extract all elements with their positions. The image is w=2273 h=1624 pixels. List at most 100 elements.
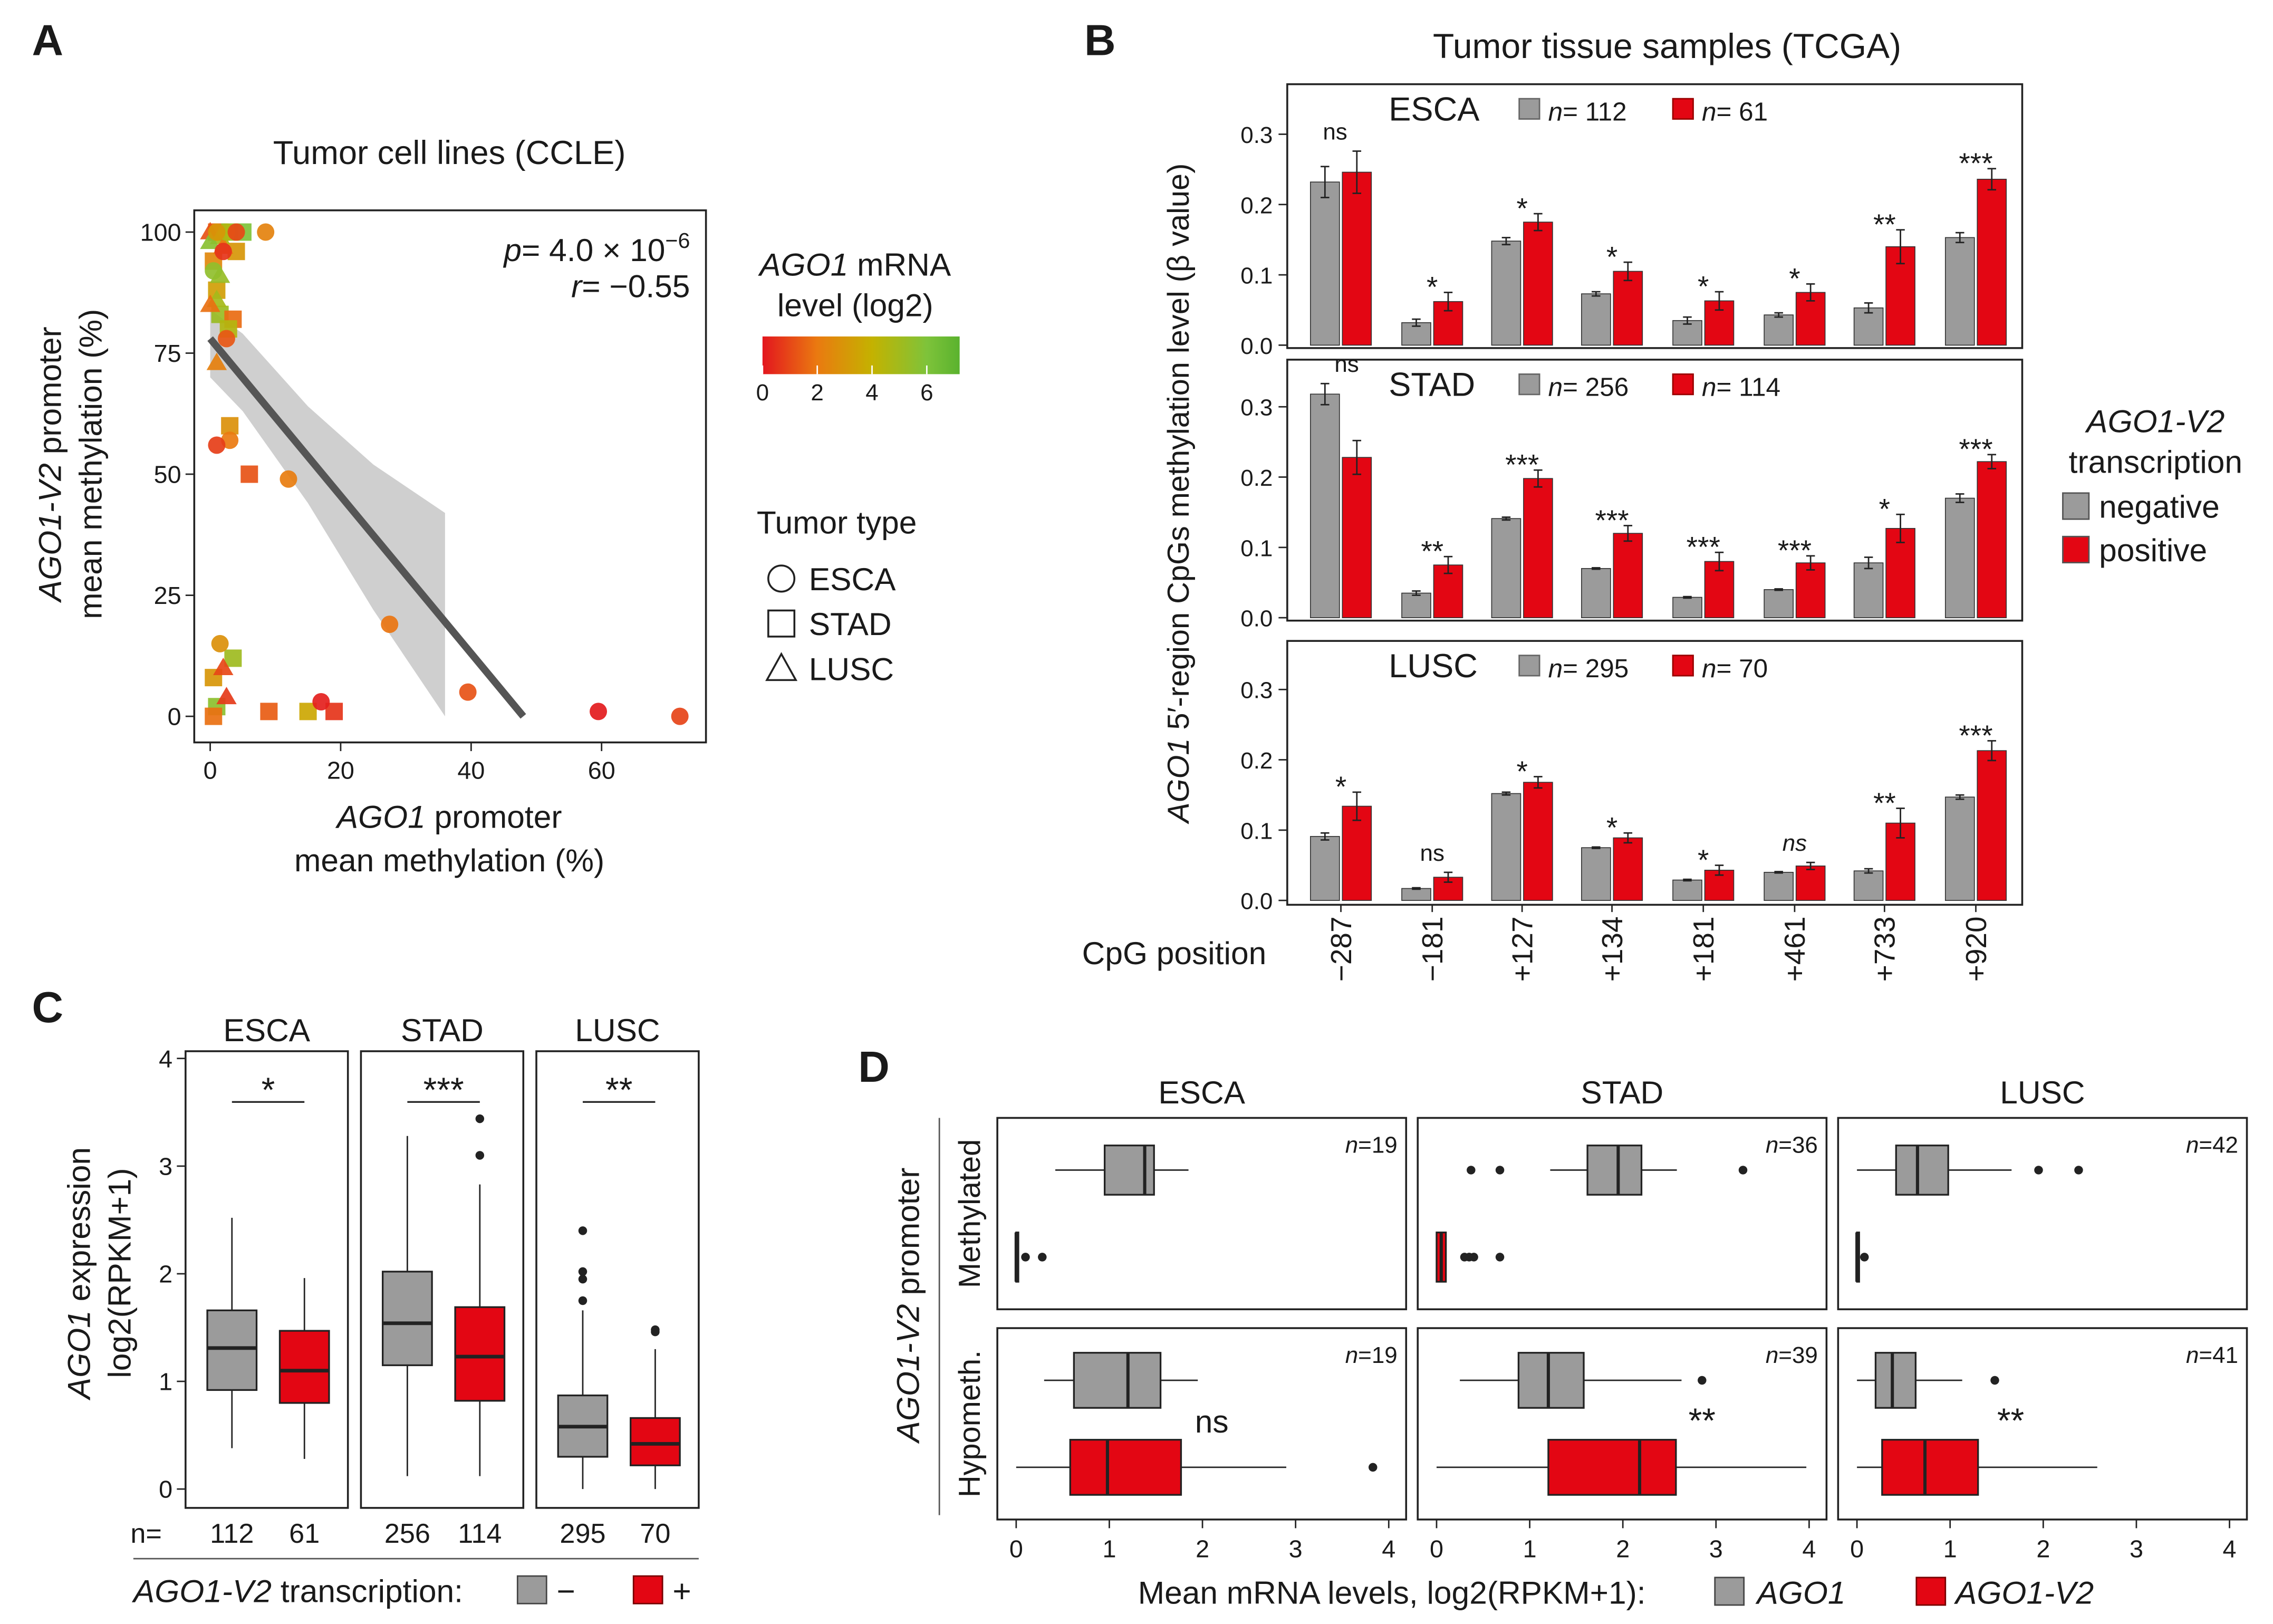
- y-tick-label: 0.1: [1240, 535, 1273, 561]
- point-lusc: [200, 232, 220, 249]
- y-axis-label: AGO1 5′-region CpGs methylation level (β…: [1162, 164, 1196, 824]
- legend-title-rest: transcription:: [272, 1573, 463, 1609]
- n-label: 112: [210, 1519, 254, 1549]
- error-bar: [1534, 776, 1543, 789]
- point-esca: [221, 431, 239, 449]
- n-negative-italic: n: [1548, 654, 1563, 683]
- facet-title: STAD: [401, 1012, 484, 1048]
- error-bar: [1623, 832, 1633, 844]
- box-positive: [278, 1330, 330, 1404]
- colorbar-title-rest: mRNA: [848, 246, 951, 282]
- bar-positive: [1977, 461, 2007, 618]
- legend-swatch-positive: [1672, 373, 1694, 396]
- outlier: [1038, 1253, 1047, 1262]
- error-bar: [1864, 302, 1873, 314]
- x-tick-label: 4: [2223, 1535, 2237, 1562]
- cell-hypometh-esca: n=19 ns: [996, 1327, 1408, 1521]
- bar-negative: [1672, 879, 1702, 901]
- square-icon: [767, 609, 796, 638]
- panel-label-b: B: [1084, 16, 1116, 65]
- y-tick-label: 0.0: [1240, 889, 1273, 915]
- n-label-italic: n: [1345, 1132, 1358, 1158]
- panel-label-c: C: [32, 983, 63, 1032]
- n-positive: n= 70: [1702, 654, 1768, 683]
- significance-label: *: [1335, 770, 1346, 803]
- x-tick-label: 4: [1802, 1535, 1816, 1562]
- box-positive: [1547, 1439, 1677, 1496]
- colorbar-tick-label: 4: [865, 380, 878, 406]
- x-tick-label: +461: [1778, 916, 1811, 982]
- bar-positive: [1977, 750, 2007, 901]
- significance-label: ns: [1323, 119, 1347, 145]
- significance-label: *: [1698, 270, 1709, 302]
- significance-label: ***: [1778, 534, 1812, 566]
- error-bar: [1774, 312, 1783, 318]
- cell-hypometh-stad: n=39 **: [1417, 1327, 1828, 1521]
- bar-positive: [1342, 805, 1372, 901]
- legend-title: AGO1-V2: [2085, 403, 2224, 439]
- error-bar: [1956, 232, 1964, 244]
- bar-positive: [1342, 457, 1372, 618]
- box-positive: [1881, 1439, 1979, 1496]
- facet-title: LUSC: [575, 1012, 660, 1048]
- colorbar-title-line2: level (log2): [777, 287, 933, 323]
- error-bar: [1443, 292, 1453, 312]
- bar-negative: [1581, 847, 1611, 901]
- row-group-title-italic: AGO1-V2: [890, 1304, 926, 1444]
- outlier: [1495, 1166, 1505, 1175]
- panel-b-bars: B Tumor tissue samples (TCGA) 0.0 0.1 0.2 0.3…: [1082, 16, 2242, 982]
- y-axis-label-italic: AGO1: [1162, 738, 1196, 824]
- y-axis-label-line1-rest: promoter: [32, 326, 68, 463]
- point-stad: [224, 649, 242, 667]
- bar-positive: [1342, 171, 1372, 346]
- facet-frame: [1286, 359, 2024, 622]
- error-bar: [1443, 871, 1453, 883]
- box-negative: [382, 1271, 433, 1367]
- error-bar: [1956, 493, 1964, 503]
- n-negative-rest: = 256: [1563, 373, 1629, 402]
- x-tick-label: 20: [327, 756, 354, 784]
- legend-swatch-negative: [1518, 655, 1540, 677]
- point-esca: [590, 703, 608, 720]
- y-axis-label-line1-italic: AGO1-V2: [32, 463, 68, 603]
- n-positive-rest: = 61: [1717, 97, 1768, 126]
- cell-methylated-stad: n=36: [1417, 1117, 1828, 1311]
- outlier: [1738, 1166, 1748, 1175]
- n-negative-rest: = 112: [1563, 97, 1626, 126]
- chart-title: Tumor tissue samples (TCGA): [1433, 26, 1901, 65]
- point-esca: [208, 436, 226, 454]
- y-tick-label: 0.0: [1240, 606, 1273, 632]
- n-negative: n= 112: [1548, 97, 1627, 126]
- box-negative: [1874, 1352, 1917, 1409]
- n-label: n=39: [1766, 1342, 1818, 1368]
- significance-label: ***: [423, 1070, 464, 1109]
- bar-positive: [1704, 870, 1735, 901]
- error-bar: [1987, 168, 1996, 191]
- error-bar: [1774, 871, 1783, 874]
- r-symbol: r: [571, 268, 583, 304]
- n-label-rest: =19: [1358, 1132, 1398, 1158]
- significance-label: ns: [1420, 840, 1444, 866]
- facet-title: LUSC: [1389, 648, 1478, 685]
- error-bar: [1683, 878, 1692, 882]
- outlier: [578, 1296, 587, 1305]
- facet-title: STAD: [1389, 367, 1475, 403]
- shape-legend-label: LUSC: [809, 651, 894, 687]
- shape-legend-label: ESCA: [809, 561, 896, 597]
- x-tick-label: 40: [457, 756, 485, 784]
- bar-positive: [1613, 533, 1643, 618]
- bar-negative: [1944, 796, 1975, 901]
- bar-positive: [1977, 178, 2007, 346]
- error-bar: [1352, 791, 1362, 821]
- y-tick-label: 0.1: [1240, 818, 1273, 844]
- significance-label: ***: [1959, 433, 1992, 465]
- legend-label: positive: [2099, 532, 2207, 568]
- n-label: 61: [289, 1519, 320, 1549]
- cell-methylated-lusc: n=42: [1837, 1117, 2248, 1311]
- significance-label: **: [1873, 208, 1896, 241]
- x-tick-label: 2: [2036, 1535, 2050, 1562]
- error-bar: [1534, 213, 1543, 232]
- significance-label: ns: [1195, 1404, 1229, 1439]
- outlier: [651, 1325, 660, 1334]
